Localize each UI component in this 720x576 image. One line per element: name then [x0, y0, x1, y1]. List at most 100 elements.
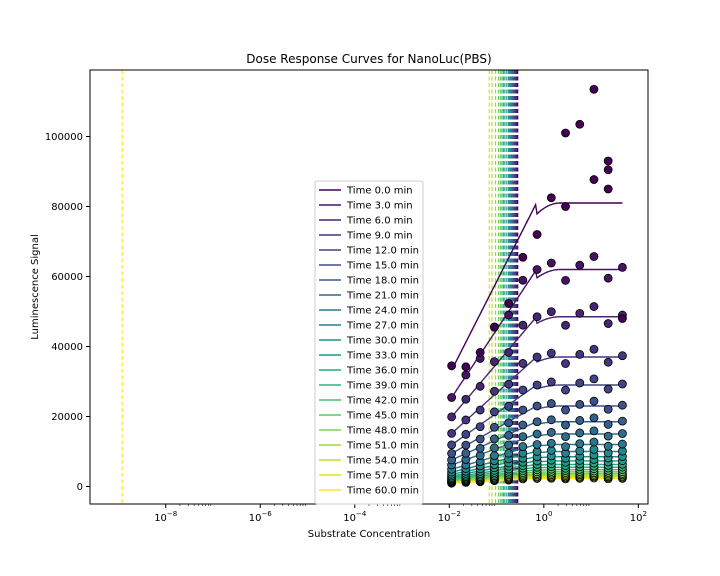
data-point: [575, 119, 585, 129]
data-point: [504, 299, 514, 308]
data-point: [475, 381, 485, 391]
data-point: [475, 405, 485, 415]
data-point: [546, 438, 556, 448]
legend-label: Time 54.0 min: [346, 456, 419, 467]
legend-label: Time 3.0 min: [346, 201, 413, 212]
y-tick-label: 0: [77, 482, 83, 493]
legend-label: Time 18.0 min: [346, 276, 419, 287]
data-point: [518, 385, 528, 395]
data-point: [589, 396, 599, 406]
legend-label: Time 42.0 min: [346, 396, 419, 407]
fit-curve: [451, 202, 623, 371]
legend-label: Time 9.0 min: [346, 231, 413, 242]
data-point: [504, 401, 514, 411]
data-point: [518, 320, 528, 330]
data-point: [603, 165, 613, 175]
data-point: [504, 430, 514, 440]
data-point: [561, 128, 570, 138]
data-point: [532, 265, 542, 274]
data-point: [618, 262, 627, 272]
data-point: [546, 399, 556, 408]
data-point: [561, 385, 570, 395]
data-point: [489, 451, 499, 461]
x-tick-label: 10−2: [438, 510, 461, 524]
data-point: [575, 350, 585, 359]
data-point: [461, 394, 471, 404]
data-point: [618, 379, 627, 389]
data-point: [461, 370, 471, 380]
data-point: [575, 260, 585, 270]
data-point: [589, 426, 599, 436]
data-point: [532, 312, 542, 322]
x-tick-label: 10−8: [154, 510, 177, 524]
plot-area: [121, 70, 627, 504]
data-points: [447, 84, 627, 488]
data-point: [447, 412, 457, 422]
legend-label: Time 39.0 min: [346, 381, 419, 392]
data-point: [561, 320, 570, 330]
data-point: [618, 400, 627, 410]
x-axis-label: Substrate Concentration: [308, 529, 430, 540]
data-point: [532, 417, 542, 427]
data-point: [504, 347, 514, 357]
data-point: [461, 448, 471, 458]
data-point: [618, 429, 627, 438]
data-point: [447, 449, 457, 458]
data-point: [532, 440, 542, 449]
legend-label: Time 6.0 min: [346, 216, 413, 227]
y-axis-label: Luminescence Signal: [30, 234, 41, 340]
legend: Time 0.0 min Time 3.0 min Time 6.0 min Time…: [314, 180, 424, 505]
data-point: [447, 393, 457, 402]
data-point: [575, 399, 585, 409]
legend-label: Time 51.0 min: [346, 441, 419, 452]
data-point: [461, 440, 471, 450]
legend-label: Time 21.0 min: [346, 291, 419, 302]
legend-label: Time 60.0 min: [346, 486, 419, 497]
y-tick-label: 60000: [51, 272, 83, 283]
data-point: [518, 442, 528, 451]
ec50-lines: [121, 70, 519, 504]
data-point: [561, 405, 570, 415]
data-point: [489, 322, 499, 332]
legend-label: Time 15.0 min: [346, 261, 419, 272]
data-point: [447, 440, 457, 450]
data-point: [518, 420, 528, 430]
legend-label: Time 33.0 min: [346, 351, 419, 362]
x-tick-label: 10−6: [249, 510, 273, 524]
data-point: [589, 344, 599, 354]
data-point: [546, 415, 556, 425]
y-tick-label: 100000: [45, 132, 83, 143]
data-point: [589, 374, 599, 384]
data-point: [603, 319, 613, 328]
data-point: [518, 275, 528, 285]
data-point: [603, 441, 613, 451]
data-point: [546, 258, 556, 268]
data-point: [618, 314, 627, 323]
data-point: [532, 230, 542, 239]
data-point: [603, 404, 613, 414]
data-point: [504, 310, 514, 320]
data-point: [589, 413, 599, 423]
data-point: [561, 442, 570, 452]
data-point: [603, 384, 613, 394]
data-point: [475, 434, 485, 444]
data-point: [575, 439, 585, 449]
data-point: [603, 184, 613, 194]
legend-box: [314, 180, 424, 505]
data-point: [603, 156, 613, 166]
data-point: [546, 377, 556, 387]
data-point: [489, 407, 499, 417]
data-point: [589, 84, 599, 94]
data-point: [575, 428, 585, 438]
data-point: [618, 351, 627, 361]
data-point: [561, 432, 570, 442]
data-point: [589, 175, 599, 184]
data-point: [504, 448, 514, 458]
data-point: [589, 302, 599, 311]
data-point: [532, 401, 542, 411]
data-point: [546, 307, 556, 317]
data-point: [447, 429, 457, 438]
data-point: [575, 378, 585, 388]
data-point: [603, 431, 613, 441]
